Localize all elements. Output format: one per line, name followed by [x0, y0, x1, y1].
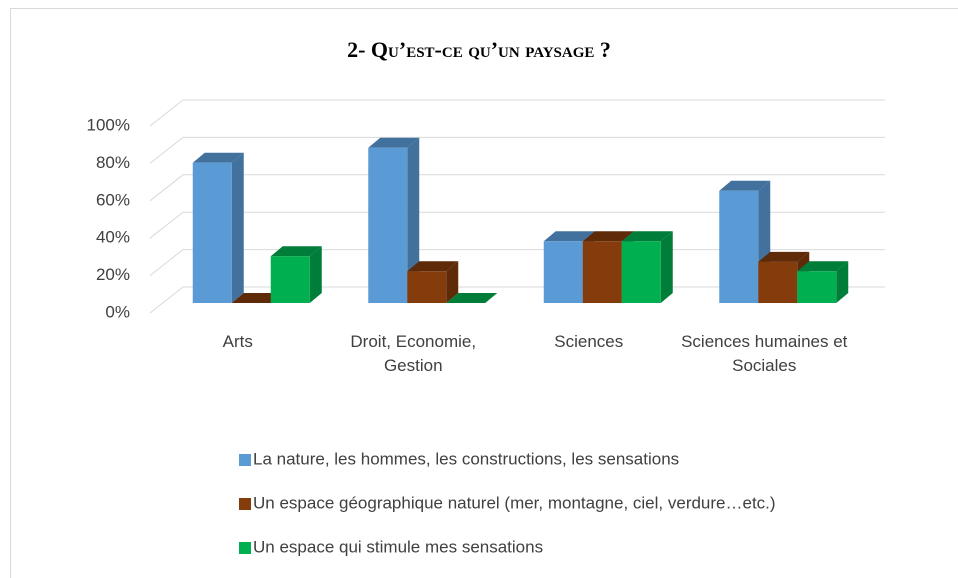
chart-title: 2- Qu’est-ce qu’un paysage ?: [347, 37, 611, 62]
bar-face: [231, 152, 244, 303]
x-tick-label: Arts: [222, 332, 253, 351]
bar-face: [543, 241, 583, 303]
y-tick-label: 60%: [96, 190, 130, 209]
legend-label: Un espace géographique naturel (mer, mon…: [253, 493, 776, 512]
grid-line: [149, 136, 885, 164]
y-tick-label: 80%: [96, 153, 130, 172]
bar: [621, 231, 673, 303]
bar-face: [407, 271, 447, 303]
bar: [446, 293, 498, 303]
bar-face: [758, 261, 798, 303]
bar-face: [660, 231, 673, 303]
bar-face: [231, 293, 283, 303]
bar-face: [192, 152, 244, 163]
y-tick-label: 40%: [96, 228, 130, 247]
y-tick-label: 100%: [87, 115, 130, 134]
bar-face: [192, 162, 232, 303]
bar-face: [719, 180, 771, 191]
bar-face: [446, 293, 498, 303]
bar-face: [407, 261, 459, 272]
grid-line: [149, 174, 885, 202]
y-tick-label: 0%: [105, 302, 130, 321]
bar-face: [582, 241, 622, 303]
x-tick-label: Sciences: [554, 332, 624, 351]
chart-border: [10, 8, 958, 578]
grid-line: [149, 211, 885, 239]
bar-face: [446, 261, 459, 303]
bar: [368, 137, 420, 303]
bar-face: [621, 231, 673, 242]
bar-face: [309, 246, 322, 303]
bar-face: [270, 256, 310, 303]
bar: [231, 293, 283, 303]
grid-line: [149, 99, 885, 127]
bar: [407, 261, 459, 303]
bar-face: [368, 147, 408, 303]
bar-face: [582, 231, 634, 242]
bar-face: [797, 261, 849, 272]
bar-face: [621, 241, 661, 303]
legend-swatch: [239, 454, 251, 466]
x-tick-label: Droit, Economie, Gestion: [350, 332, 477, 375]
bar-face: [719, 190, 759, 303]
bar-face: [543, 231, 595, 242]
bar-face: [270, 246, 322, 257]
bar-face: [368, 137, 420, 148]
bar: [758, 251, 810, 303]
legend-swatch: [239, 498, 251, 510]
bar-face: [407, 137, 420, 303]
bar: [192, 152, 244, 303]
legend-label: La nature, les hommes, les constructions…: [253, 449, 679, 468]
y-tick-label: 20%: [96, 265, 130, 284]
bar: [797, 261, 849, 303]
bar-face: [797, 271, 837, 303]
x-tick-label: Sciences humaines et Sociales: [681, 332, 848, 375]
bar-face: [758, 251, 810, 262]
bar: [270, 246, 322, 303]
legend-swatch: [239, 542, 251, 554]
legend-label: Un espace qui stimule mes sensations: [253, 537, 543, 556]
bar-face: [836, 261, 849, 303]
